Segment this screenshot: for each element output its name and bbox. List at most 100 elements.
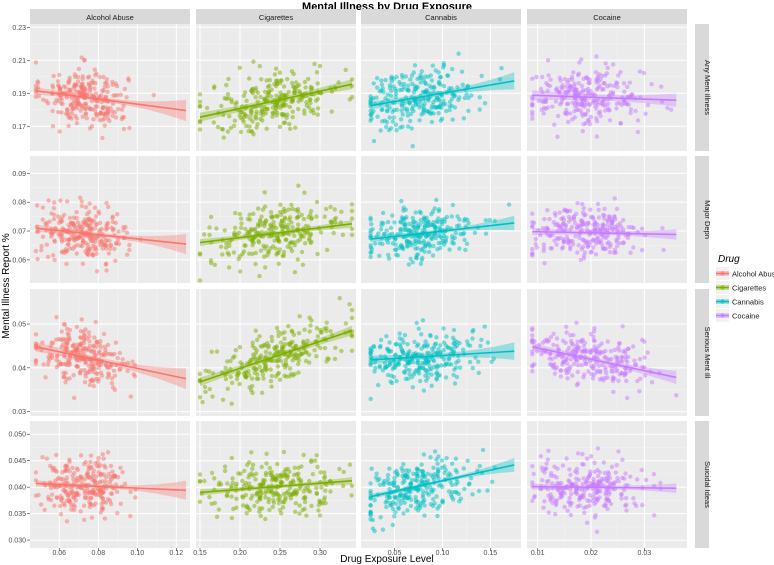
data-point (256, 238, 261, 243)
data-point (635, 378, 640, 384)
data-point (221, 112, 226, 118)
data-point (415, 499, 420, 504)
data-point (560, 83, 565, 88)
data-point (418, 72, 423, 78)
data-point (393, 247, 399, 253)
legend: Drug Alcohol AbuseCigarettesCannabisCoca… (716, 254, 774, 322)
data-point (571, 217, 577, 222)
data-point (311, 111, 316, 116)
data-point (283, 495, 288, 500)
data-point (279, 511, 284, 516)
data-point (218, 482, 224, 487)
data-point (281, 362, 286, 367)
data-point (110, 79, 115, 85)
data-point (467, 481, 472, 486)
data-point (387, 348, 392, 353)
data-point (33, 478, 39, 483)
data-point (110, 101, 116, 106)
data-point (415, 76, 420, 82)
data-point (105, 342, 111, 348)
data-point (96, 365, 101, 370)
y-tick-label: 0.040 (8, 485, 26, 492)
data-point (285, 466, 290, 471)
data-point (549, 246, 555, 251)
data-point (249, 450, 254, 455)
data-point (611, 226, 616, 232)
data-point (52, 239, 57, 244)
data-point (424, 490, 429, 495)
data-point (435, 219, 441, 225)
data-point (620, 240, 626, 246)
data-point (40, 217, 45, 222)
data-point (43, 375, 48, 380)
data-point (638, 376, 643, 381)
data-point (652, 513, 657, 518)
data-point (121, 126, 127, 132)
data-point (405, 244, 410, 249)
data-point (203, 389, 208, 394)
data-point (244, 511, 249, 516)
data-point (546, 338, 552, 344)
data-point (91, 478, 97, 484)
data-point (72, 224, 78, 229)
data-point (371, 138, 377, 144)
data-point (450, 202, 456, 208)
data-point (398, 344, 403, 349)
data-point (51, 216, 57, 222)
data-point (620, 355, 625, 360)
data-point (278, 202, 283, 207)
data-point (483, 218, 488, 223)
data-point (449, 214, 454, 219)
data-point (220, 252, 225, 257)
data-point (368, 234, 373, 239)
data-point (324, 359, 329, 364)
data-point (116, 107, 121, 112)
data-point (429, 472, 434, 478)
data-point (70, 465, 75, 471)
data-point (409, 234, 414, 239)
data-point (580, 128, 585, 134)
data-point (274, 325, 280, 331)
data-point (314, 214, 319, 219)
data-point (255, 223, 261, 229)
data-point (581, 375, 586, 380)
data-point (88, 238, 94, 244)
data-point (308, 323, 313, 328)
data-point (534, 245, 539, 250)
data-point (419, 500, 424, 506)
data-point (229, 401, 234, 406)
data-point (368, 254, 373, 260)
data-point (408, 256, 413, 261)
data-point (73, 74, 78, 80)
data-point (308, 84, 313, 90)
data-point (614, 101, 620, 107)
data-point (208, 258, 214, 263)
data-point (659, 99, 665, 104)
data-point (438, 343, 443, 348)
x-tick-label: 0.25 (273, 550, 287, 557)
data-point (605, 357, 610, 362)
data-point (478, 343, 483, 349)
data-point (425, 109, 430, 114)
data-point (55, 353, 60, 358)
data-point (590, 365, 595, 370)
data-point (49, 492, 55, 497)
data-point (605, 65, 610, 71)
data-point (540, 74, 545, 80)
data-point (296, 222, 301, 227)
data-point (447, 247, 452, 252)
data-point (90, 361, 95, 366)
data-point (575, 381, 581, 386)
data-point (266, 496, 272, 502)
data-point (575, 103, 580, 108)
data-point (581, 491, 586, 497)
data-point (301, 339, 306, 344)
data-point (426, 219, 431, 225)
data-point (267, 507, 272, 513)
data-point (386, 256, 392, 261)
data-point (422, 101, 427, 107)
data-point (580, 201, 585, 207)
data-point (299, 212, 304, 218)
data-point (280, 474, 285, 479)
data-point (423, 339, 428, 344)
